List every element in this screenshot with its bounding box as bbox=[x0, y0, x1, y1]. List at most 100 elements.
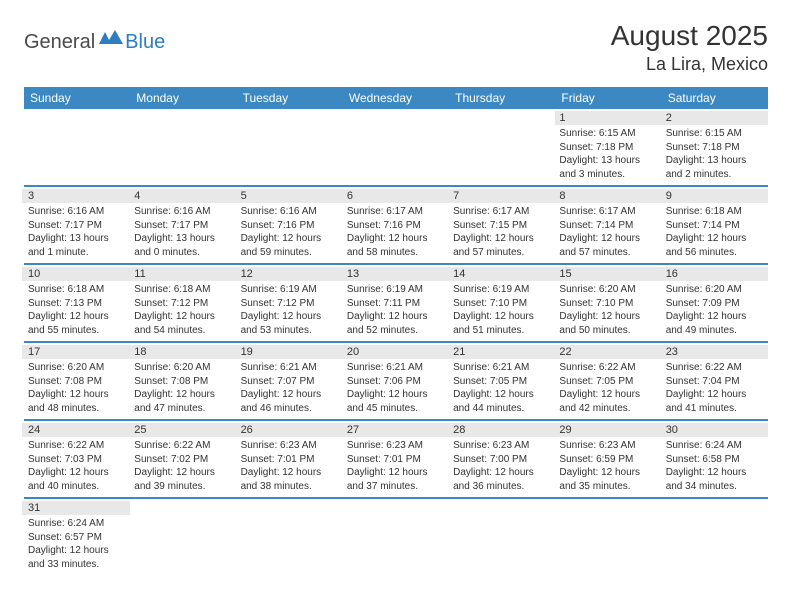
calendar-cell: 11Sunrise: 6:18 AMSunset: 7:12 PMDayligh… bbox=[130, 264, 236, 342]
calendar-table: SundayMondayTuesdayWednesdayThursdayFrid… bbox=[24, 87, 768, 575]
day-number: 16 bbox=[662, 267, 768, 281]
sunset-text: Sunset: 7:08 PM bbox=[134, 375, 232, 389]
sunrise-text: Sunrise: 6:20 AM bbox=[28, 361, 126, 375]
calendar-cell: 25Sunrise: 6:22 AMSunset: 7:02 PMDayligh… bbox=[130, 420, 236, 498]
calendar-cell bbox=[237, 109, 343, 186]
day-cell: 26Sunrise: 6:23 AMSunset: 7:01 PMDayligh… bbox=[237, 421, 343, 497]
day-number: 1 bbox=[555, 111, 661, 125]
calendar-cell: 4Sunrise: 6:16 AMSunset: 7:17 PMDaylight… bbox=[130, 186, 236, 264]
sunset-text: Sunset: 7:02 PM bbox=[134, 453, 232, 467]
sunrise-text: Sunrise: 6:24 AM bbox=[666, 439, 764, 453]
day-cell: 24Sunrise: 6:22 AMSunset: 7:03 PMDayligh… bbox=[24, 421, 130, 497]
calendar-cell bbox=[343, 498, 449, 575]
daylight-text: Daylight: 12 hours and 47 minutes. bbox=[134, 388, 232, 415]
day-cell: 18Sunrise: 6:20 AMSunset: 7:08 PMDayligh… bbox=[130, 343, 236, 419]
calendar-cell bbox=[237, 498, 343, 575]
logo-flag-icon bbox=[99, 30, 123, 46]
calendar-cell bbox=[24, 109, 130, 186]
calendar-week-row: 24Sunrise: 6:22 AMSunset: 7:03 PMDayligh… bbox=[24, 420, 768, 498]
day-cell: 7Sunrise: 6:17 AMSunset: 7:15 PMDaylight… bbox=[449, 187, 555, 263]
daylight-text: Daylight: 12 hours and 55 minutes. bbox=[28, 310, 126, 337]
daylight-text: Daylight: 12 hours and 35 minutes. bbox=[559, 466, 657, 493]
day-cell: 2Sunrise: 6:15 AMSunset: 7:18 PMDaylight… bbox=[662, 109, 768, 185]
daylight-text: Daylight: 12 hours and 53 minutes. bbox=[241, 310, 339, 337]
sunset-text: Sunset: 7:12 PM bbox=[134, 297, 232, 311]
sunset-text: Sunset: 7:16 PM bbox=[241, 219, 339, 233]
daylight-text: Daylight: 13 hours and 3 minutes. bbox=[559, 154, 657, 181]
calendar-cell: 8Sunrise: 6:17 AMSunset: 7:14 PMDaylight… bbox=[555, 186, 661, 264]
day-cell: 16Sunrise: 6:20 AMSunset: 7:09 PMDayligh… bbox=[662, 265, 768, 341]
daylight-text: Daylight: 12 hours and 42 minutes. bbox=[559, 388, 657, 415]
day-cell: 28Sunrise: 6:23 AMSunset: 7:00 PMDayligh… bbox=[449, 421, 555, 497]
calendar-cell: 23 Sunrise: 6:22 AMSunset: 7:04 PMDayligh… bbox=[662, 342, 768, 420]
sunrise-text: Sunrise: 6:21 AM bbox=[241, 361, 339, 375]
sunrise-text: Sunrise: 6:19 AM bbox=[241, 283, 339, 297]
calendar-week-row: 31Sunrise: 6:24 AMSunset: 6:57 PMDayligh… bbox=[24, 498, 768, 575]
sunset-text: Sunset: 7:18 PM bbox=[559, 141, 657, 155]
calendar-cell bbox=[555, 498, 661, 575]
day-header: Saturday bbox=[662, 87, 768, 109]
daylight-text: Daylight: 12 hours and 58 minutes. bbox=[347, 232, 445, 259]
day-cell: 21Sunrise: 6:21 AMSunset: 7:05 PMDayligh… bbox=[449, 343, 555, 419]
sunset-text: Sunset: 7:13 PM bbox=[28, 297, 126, 311]
sunrise-text: Sunrise: 6:22 AM bbox=[666, 361, 764, 375]
daylight-text: Daylight: 12 hours and 50 minutes. bbox=[559, 310, 657, 337]
day-number: 12 bbox=[237, 267, 343, 281]
day-number: 30 bbox=[662, 423, 768, 437]
sunrise-text: Sunrise: 6:23 AM bbox=[559, 439, 657, 453]
daylight-text: Daylight: 12 hours and 40 minutes. bbox=[28, 466, 126, 493]
sunset-text: Sunset: 7:05 PM bbox=[559, 375, 657, 389]
calendar-cell bbox=[343, 109, 449, 186]
day-number: 10 bbox=[22, 267, 130, 281]
day-header-row: SundayMondayTuesdayWednesdayThursdayFrid… bbox=[24, 87, 768, 109]
calendar-cell: 28Sunrise: 6:23 AMSunset: 7:00 PMDayligh… bbox=[449, 420, 555, 498]
day-header: Tuesday bbox=[237, 87, 343, 109]
day-number: 11 bbox=[130, 267, 236, 281]
daylight-text: Daylight: 12 hours and 37 minutes. bbox=[347, 466, 445, 493]
daylight-text: Daylight: 13 hours and 0 minutes. bbox=[134, 232, 232, 259]
day-cell: 22Sunrise: 6:22 AMSunset: 7:05 PMDayligh… bbox=[555, 343, 661, 419]
daylight-text: Daylight: 12 hours and 41 minutes. bbox=[666, 388, 764, 415]
sunrise-text: Sunrise: 6:18 AM bbox=[28, 283, 126, 297]
day-cell: 8Sunrise: 6:17 AMSunset: 7:14 PMDaylight… bbox=[555, 187, 661, 263]
sunrise-text: Sunrise: 6:15 AM bbox=[666, 127, 764, 141]
day-cell: 6Sunrise: 6:17 AMSunset: 7:16 PMDaylight… bbox=[343, 187, 449, 263]
calendar-cell: 24Sunrise: 6:22 AMSunset: 7:03 PMDayligh… bbox=[24, 420, 130, 498]
daylight-text: Daylight: 12 hours and 57 minutes. bbox=[559, 232, 657, 259]
logo-text-general: General bbox=[24, 31, 95, 54]
sunset-text: Sunset: 7:10 PM bbox=[453, 297, 551, 311]
daylight-text: Daylight: 12 hours and 38 minutes. bbox=[241, 466, 339, 493]
sunset-text: Sunset: 7:14 PM bbox=[559, 219, 657, 233]
sunset-text: Sunset: 7:07 PM bbox=[241, 375, 339, 389]
day-number: 13 bbox=[343, 267, 449, 281]
day-cell: 1Sunrise: 6:15 AMSunset: 7:18 PMDaylight… bbox=[555, 109, 661, 185]
sunset-text: Sunset: 7:04 PM bbox=[666, 375, 764, 389]
sunrise-text: Sunrise: 6:20 AM bbox=[559, 283, 657, 297]
daylight-text: Daylight: 12 hours and 49 minutes. bbox=[666, 310, 764, 337]
day-number: 22 bbox=[555, 345, 661, 359]
daylight-text: Daylight: 12 hours and 52 minutes. bbox=[347, 310, 445, 337]
sunrise-text: Sunrise: 6:16 AM bbox=[28, 205, 126, 219]
daylight-text: Daylight: 12 hours and 54 minutes. bbox=[134, 310, 232, 337]
sunset-text: Sunset: 7:16 PM bbox=[347, 219, 445, 233]
sunset-text: Sunset: 7:01 PM bbox=[347, 453, 445, 467]
daylight-text: Daylight: 13 hours and 1 minute. bbox=[28, 232, 126, 259]
day-number: 23 bbox=[662, 345, 768, 359]
day-cell: 23 Sunrise: 6:22 AMSunset: 7:04 PMDayligh… bbox=[662, 343, 768, 419]
day-number: 20 bbox=[343, 345, 449, 359]
day-number: 7 bbox=[449, 189, 555, 203]
day-cell: 30Sunrise: 6:24 AMSunset: 6:58 PMDayligh… bbox=[662, 421, 768, 497]
day-cell: 10 Sunrise: 6:18 AMSunset: 7:13 PMDayligh… bbox=[24, 265, 130, 341]
daylight-text: Daylight: 12 hours and 36 minutes. bbox=[453, 466, 551, 493]
day-number: 27 bbox=[343, 423, 449, 437]
calendar-cell bbox=[449, 109, 555, 186]
calendar-cell: 15Sunrise: 6:20 AMSunset: 7:10 PMDayligh… bbox=[555, 264, 661, 342]
daylight-text: Daylight: 12 hours and 51 minutes. bbox=[453, 310, 551, 337]
calendar-cell: 27Sunrise: 6:23 AMSunset: 7:01 PMDayligh… bbox=[343, 420, 449, 498]
logo: General Blue bbox=[24, 30, 165, 54]
daylight-text: Daylight: 12 hours and 33 minutes. bbox=[28, 544, 126, 571]
day-cell: 13Sunrise: 6:19 AMSunset: 7:11 PMDayligh… bbox=[343, 265, 449, 341]
calendar-week-row: 17Sunrise: 6:20 AMSunset: 7:08 PMDayligh… bbox=[24, 342, 768, 420]
sunset-text: Sunset: 7:15 PM bbox=[453, 219, 551, 233]
day-number: 28 bbox=[449, 423, 555, 437]
